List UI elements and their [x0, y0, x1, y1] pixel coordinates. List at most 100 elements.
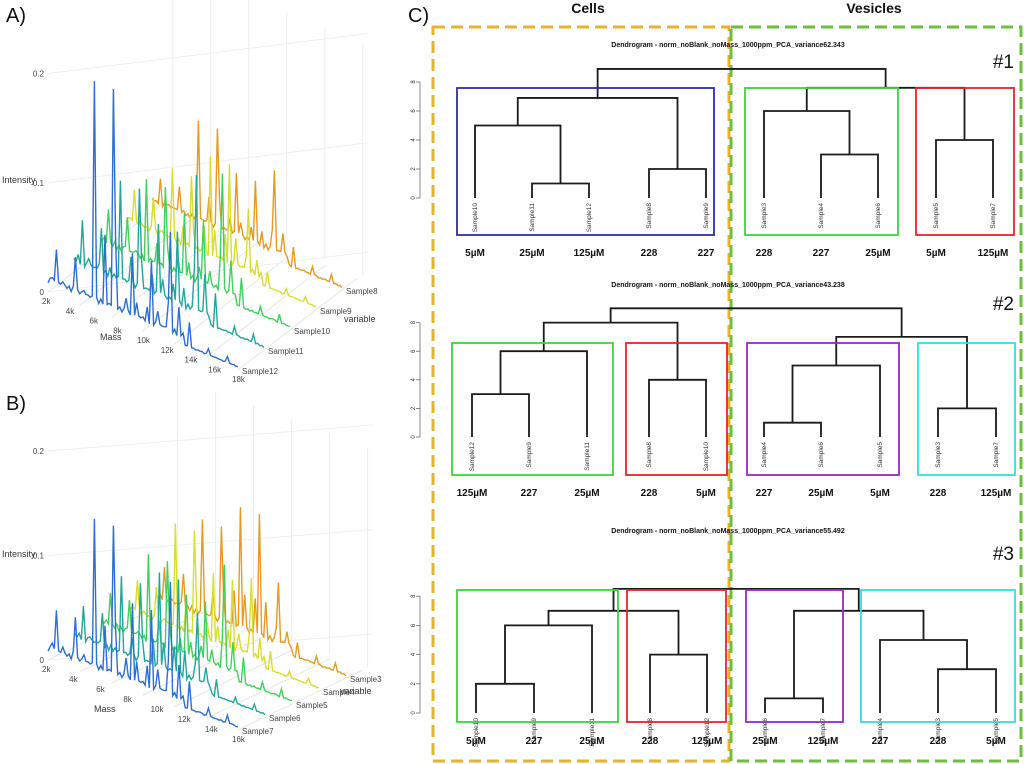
leaf-label: Sample3: [935, 718, 942, 744]
leaf-label: Sample8: [646, 442, 653, 468]
x-axis-label: Mass: [100, 332, 122, 342]
series-line-sample3: [155, 507, 347, 677]
series-label: Sample6: [269, 714, 301, 723]
leaf-label: Sample7: [990, 203, 997, 229]
dendrogram-branch: [805, 86, 966, 140]
grid-line: [206, 658, 331, 719]
y-tick-label: 6: [411, 623, 417, 627]
cluster-box: [451, 342, 614, 476]
series-line-sample12: [47, 81, 239, 368]
leaf-label: Sample6: [875, 203, 882, 229]
leaf-label: Sample7: [820, 718, 827, 744]
z-tick-label: 0.2: [33, 447, 45, 456]
y-axis-label: variable: [340, 686, 372, 696]
condition-label: 5µM: [870, 488, 890, 499]
series-line-sample7: [47, 518, 239, 728]
column-header-cells: Cells: [571, 0, 605, 16]
leaf-label: Sample5: [877, 442, 884, 468]
dendrogram-branch: [475, 682, 535, 713]
condition-label: 228: [756, 248, 773, 259]
leaf-label: Sample4: [877, 718, 884, 744]
condition-label: 25µM: [519, 248, 544, 259]
grid-line: [79, 611, 205, 673]
dendrogram-branch: [763, 421, 822, 437]
condition-label: 228: [930, 736, 947, 747]
condition-label: 227: [756, 488, 773, 499]
y-axis-label: variable: [344, 314, 376, 324]
leaf-label: Sample10: [472, 203, 479, 233]
x-tick-label: 14k: [205, 725, 219, 734]
condition-label: 227: [521, 488, 538, 499]
x-tick-label: 16k: [208, 365, 222, 374]
leaf-label: Sample11: [529, 203, 536, 232]
leaf-label: Sample12: [704, 718, 711, 748]
x-tick-label: 14k: [185, 356, 199, 365]
panel-label-a: A): [6, 5, 26, 27]
condition-label: 5µM: [466, 736, 486, 747]
y-tick-label: 0: [411, 196, 417, 200]
condition-label: 227: [526, 736, 543, 747]
dendrogram-branch: [791, 364, 881, 437]
condition-label: 25µM: [865, 248, 890, 259]
z-tick-label: 0: [40, 288, 45, 297]
cluster-box: [917, 342, 1016, 476]
dendrogram-branch: [609, 307, 903, 337]
series-label: Sample5: [296, 701, 328, 710]
x-tick-label: 6k: [90, 317, 99, 326]
grid-line: [237, 669, 363, 731]
dendrogram-title: Dendrogram - norm_noBlank_noMass_1000ppm…: [611, 282, 845, 289]
y-tick-label: 8: [411, 80, 417, 84]
dendrogram-branch: [474, 124, 562, 198]
x-tick-label: 10k: [151, 705, 165, 714]
condition-label: 25µM: [752, 736, 777, 747]
dendrogram-branch: [516, 97, 679, 169]
leaf-label: Sample10: [703, 442, 710, 472]
dendrogram-branch: [531, 182, 590, 198]
grid-line: [47, 633, 374, 661]
dendrogram-branch: [547, 609, 680, 655]
y-tick-label: 2: [411, 681, 417, 685]
cluster-box: [746, 342, 900, 476]
series-label: Sample11: [268, 347, 304, 356]
leaf-label: Sample10: [473, 718, 480, 748]
z-tick-label: 0.1: [33, 179, 45, 188]
grid-line: [47, 142, 369, 184]
condition-label: 125µM: [981, 488, 1012, 499]
series-line-sample8: [151, 120, 343, 289]
condition-label: 228: [641, 248, 658, 259]
y-tick-label: 8: [411, 320, 417, 324]
y-tick-label: 0: [411, 435, 417, 439]
grid-line: [47, 529, 374, 556]
z-tick-label: 0: [40, 656, 45, 665]
y-tick-label: 4: [411, 377, 417, 381]
dendrogram-branch: [504, 624, 593, 713]
leaf-label: Sample11: [589, 718, 596, 747]
dendrogram-branch: [612, 588, 860, 611]
leaf-label: Sample3: [935, 442, 942, 468]
dendrogram-branch: [937, 668, 997, 713]
grid-line: [142, 634, 268, 696]
z-axis-label: Intensity: [2, 175, 36, 185]
condition-label: 25µM: [808, 488, 833, 499]
leaf-label: Sample12: [469, 442, 476, 472]
condition-label: 228: [641, 488, 658, 499]
dendrogram-branch: [471, 393, 530, 437]
grid-line: [142, 238, 263, 332]
leaf-label: Sample11: [584, 442, 591, 471]
y-tick-label: 6: [411, 349, 417, 353]
dendrogram-branch: [764, 697, 824, 713]
series-label: Sample8: [346, 287, 378, 296]
grid-line: [174, 646, 300, 708]
dendrogram-branch: [935, 139, 994, 198]
x-tick-label: 12k: [178, 715, 192, 724]
condition-label: 125µM: [692, 736, 723, 747]
cells-dashed-box: [431, 25, 731, 763]
condition-label: 5µM: [986, 736, 1006, 747]
condition-label: 5µM: [926, 248, 946, 259]
dendrogram-branch: [835, 336, 968, 409]
x-tick-label: 10k: [137, 336, 151, 345]
leaf-label: Sample4: [761, 442, 768, 468]
dendrogram-branch: [648, 378, 707, 437]
leaf-label: Sample5: [993, 718, 1000, 744]
series-label: Sample4: [323, 688, 355, 697]
